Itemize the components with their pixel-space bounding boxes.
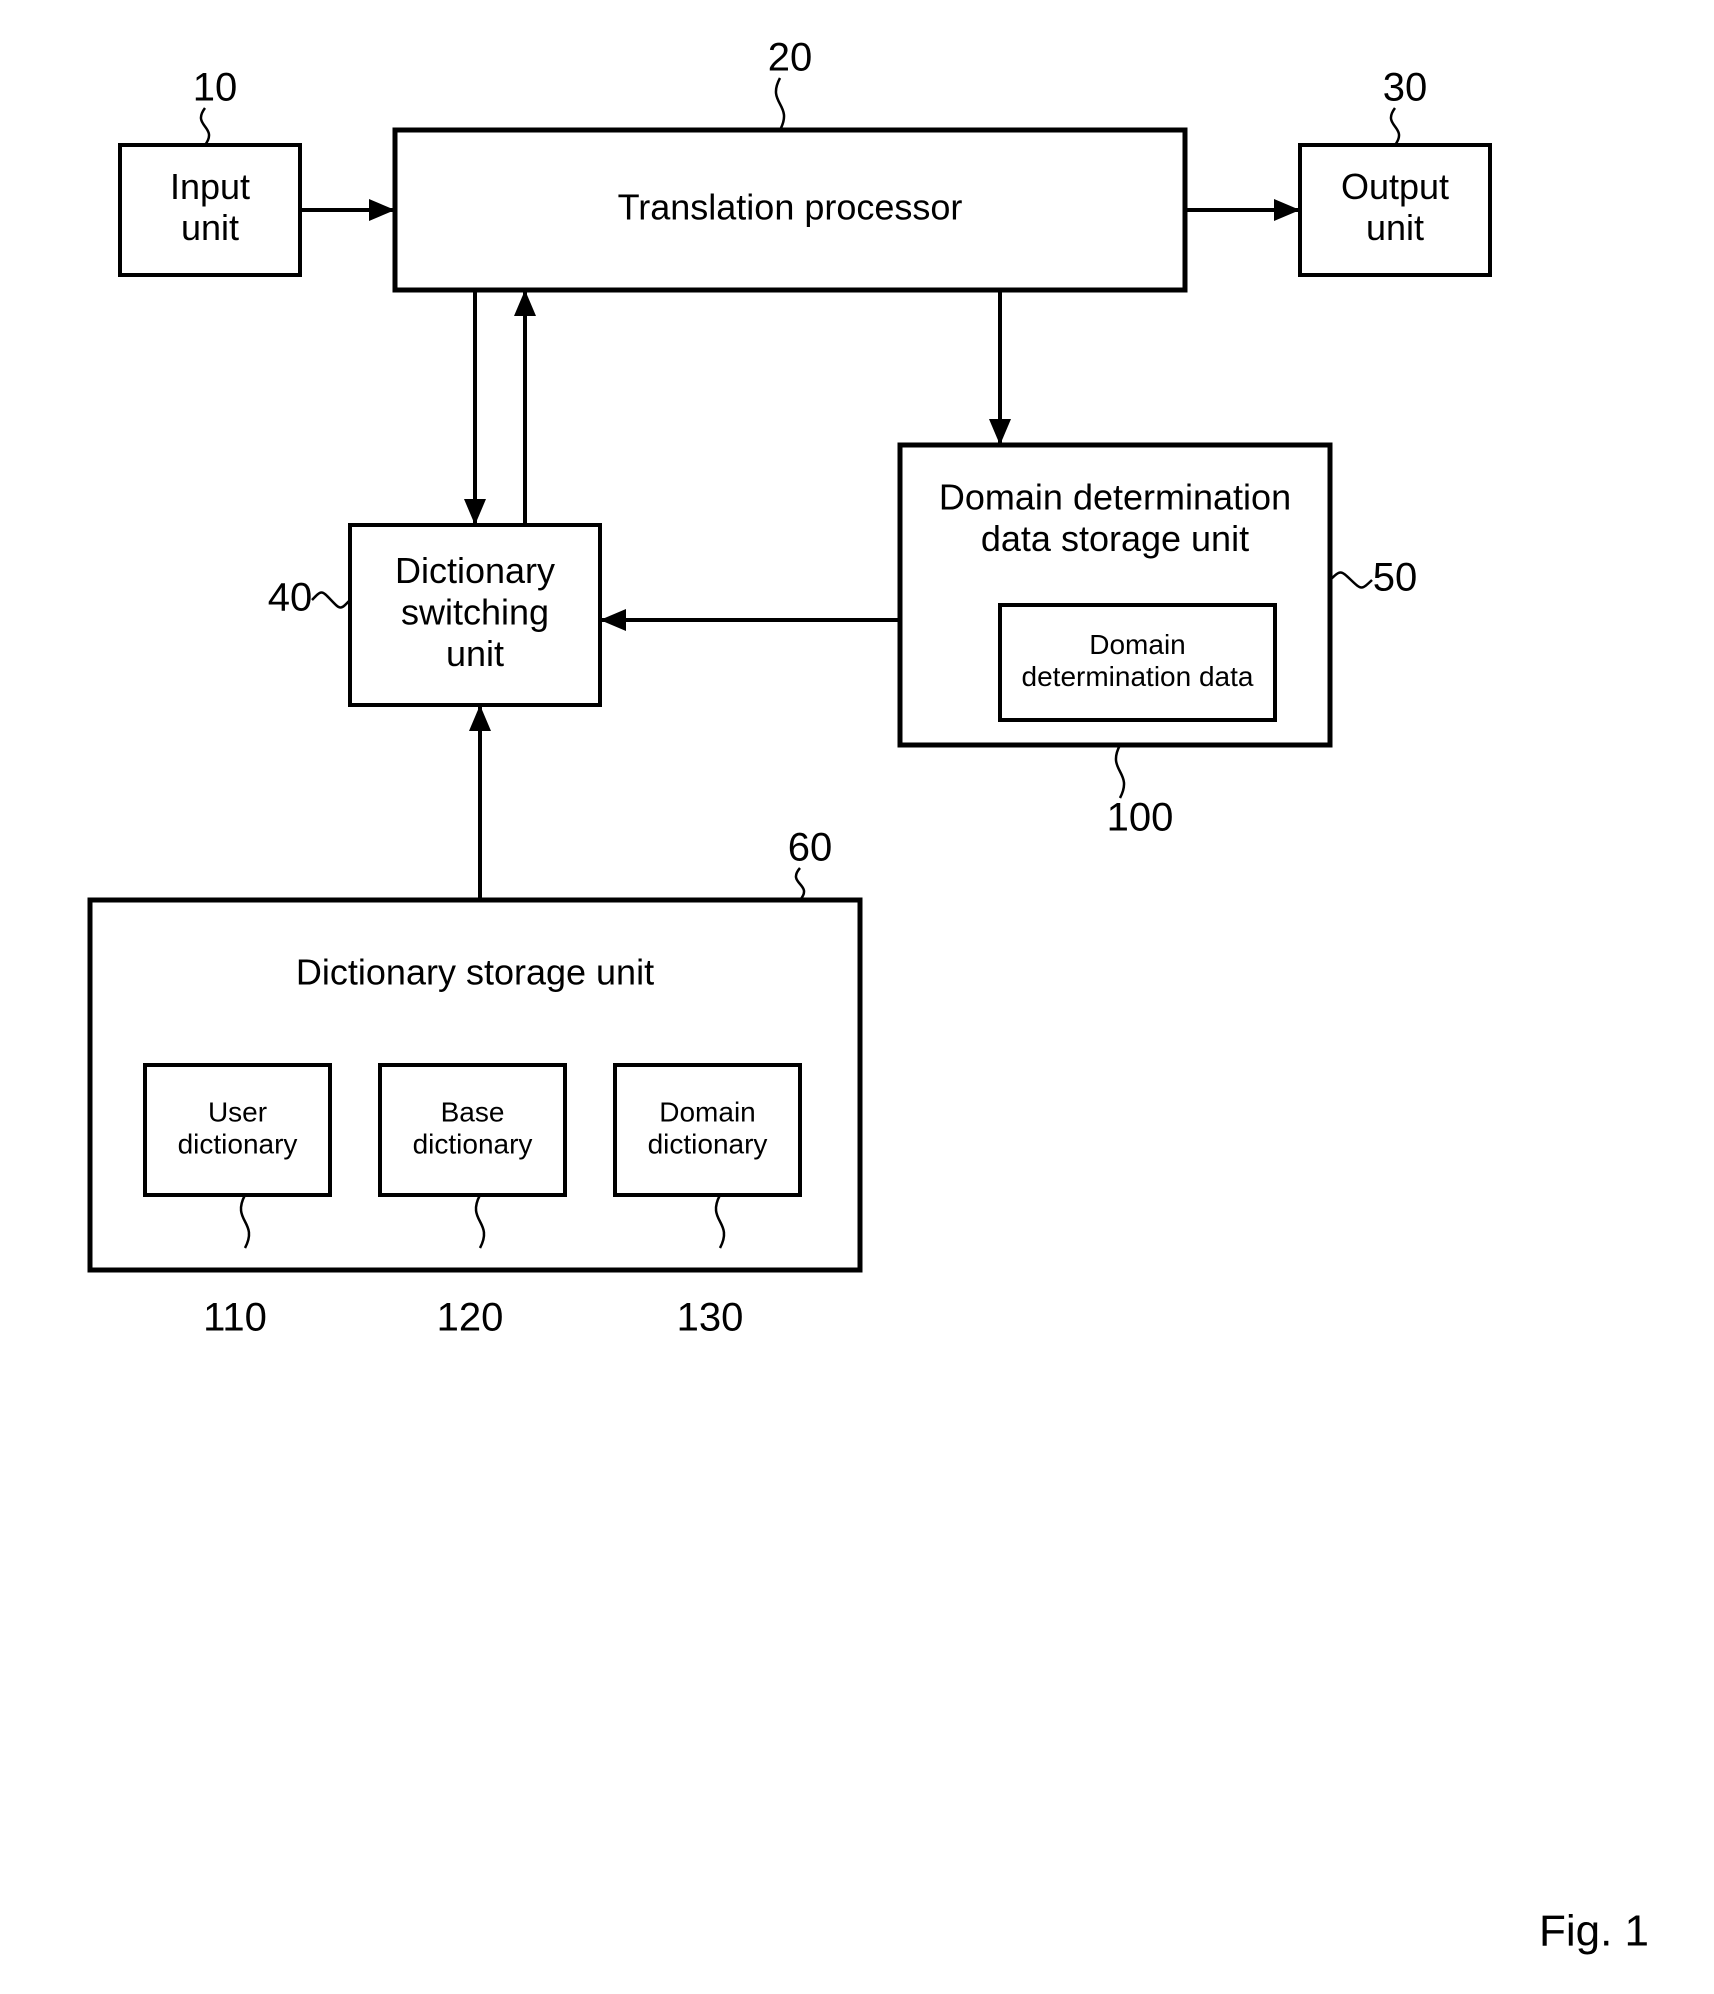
- node-input-label: Input: [170, 166, 250, 207]
- node-output-label: Output: [1341, 166, 1449, 207]
- id-label-100: 100: [1107, 796, 1174, 840]
- node-dsu-label: Dictionary storage unit: [296, 952, 654, 993]
- node-ddsu-label: data storage unit: [981, 518, 1249, 559]
- node-switch-label: unit: [446, 633, 504, 674]
- figure-label: Fig. 1: [1539, 1907, 1649, 1956]
- id-label-20: 20: [768, 36, 813, 80]
- id-label-120: 120: [437, 1296, 504, 1340]
- id-label-130: 130: [677, 1296, 744, 1340]
- node-ddsu-label: Domain determination: [939, 477, 1291, 518]
- node-output-label: unit: [1366, 207, 1424, 248]
- id-label-10: 10: [193, 66, 238, 110]
- id-label-40: 40: [268, 576, 313, 620]
- node-switch-label: switching: [401, 592, 549, 633]
- node-udict-label: User: [208, 1096, 267, 1127]
- node-input-label: unit: [181, 207, 239, 248]
- node-bdict-label: Base: [441, 1096, 505, 1127]
- node-switch-label: Dictionary: [395, 550, 555, 591]
- node-ddd-label: Domain: [1089, 629, 1185, 660]
- node-ddict-label: dictionary: [648, 1128, 768, 1159]
- id-label-30: 30: [1383, 66, 1428, 110]
- node-ddd-label: determination data: [1022, 661, 1254, 692]
- node-udict-label: dictionary: [178, 1128, 298, 1159]
- node-proc-label: Translation processor: [618, 187, 963, 228]
- node-bdict-label: dictionary: [413, 1128, 533, 1159]
- id-label-50: 50: [1373, 556, 1418, 600]
- id-label-60: 60: [788, 826, 833, 870]
- node-ddict-label: Domain: [659, 1096, 755, 1127]
- id-label-110: 110: [203, 1296, 267, 1340]
